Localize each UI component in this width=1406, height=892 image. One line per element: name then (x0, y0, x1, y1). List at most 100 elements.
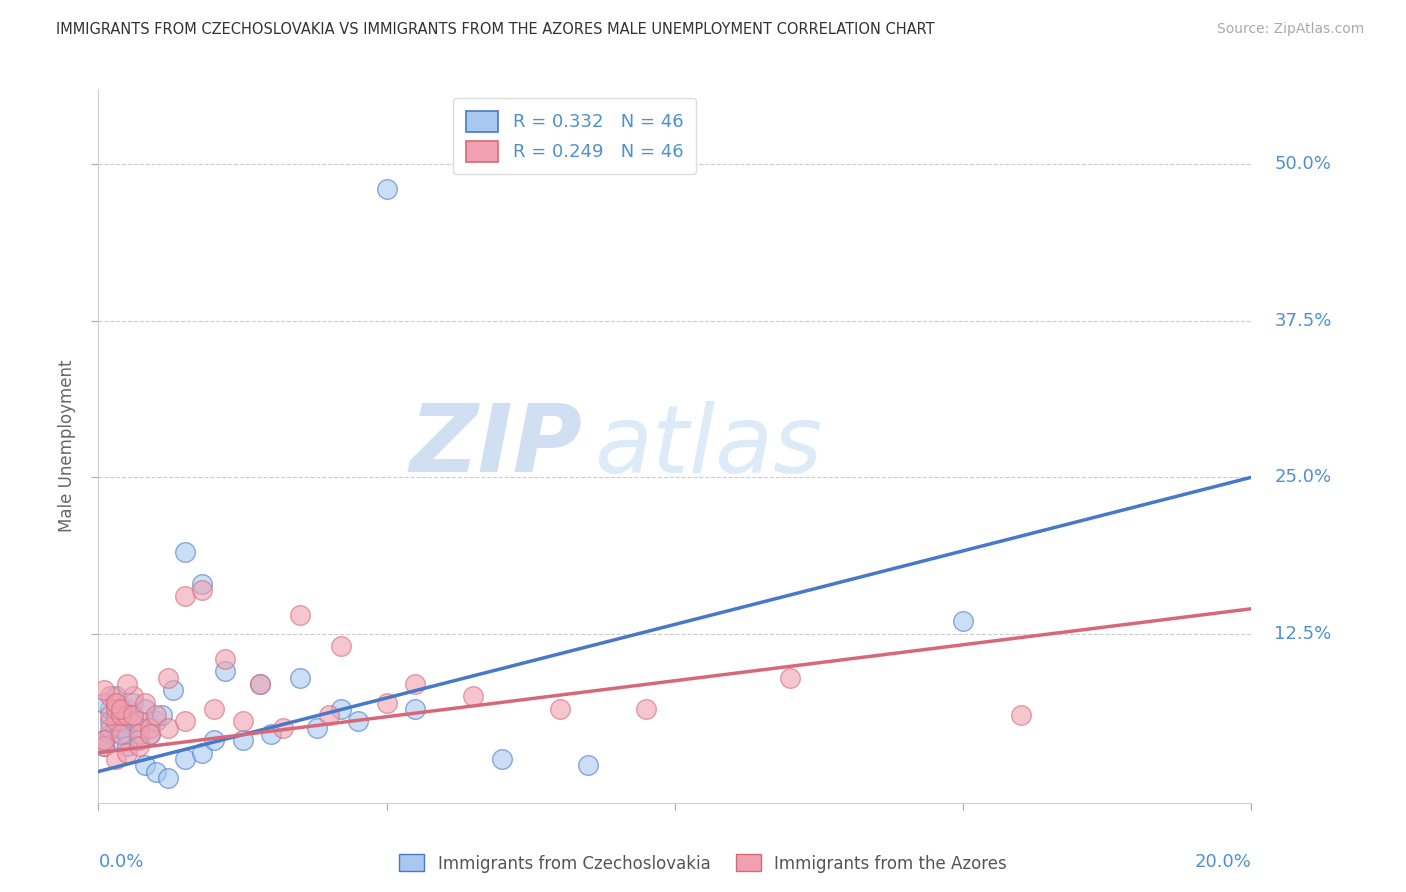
Point (93, 683, 115, 698)
Point (174, 545, 197, 559)
Point (117, 739, 138, 754)
Point (150, 708, 173, 723)
Point (405, 702, 427, 716)
Legend: Immigrants from Czechoslovakia, Immigrants from the Azores: Immigrants from Czechoslovakia, Immigran… (392, 847, 1014, 880)
Point (307, 721, 329, 735)
Point (93, 733, 115, 747)
Point (104, 721, 127, 735)
Point (104, 708, 127, 723)
Point (145, 708, 167, 723)
Point (491, 752, 513, 766)
Point (139, 721, 162, 735)
Point (110, 733, 132, 747)
Point (117, 677, 138, 691)
Point (271, 721, 294, 735)
Point (117, 702, 138, 716)
Point (346, 714, 368, 729)
Point (329, 640, 352, 654)
Text: 12.5%: 12.5% (1274, 624, 1331, 643)
Point (134, 696, 156, 710)
Point (260, 727, 283, 741)
Point (145, 714, 167, 729)
Point (214, 665, 236, 679)
Point (461, 690, 484, 704)
Text: ZIP: ZIP (409, 400, 582, 492)
Point (290, 607, 312, 622)
Legend: R = 0.332   N = 46, R = 0.249   N = 46: R = 0.332 N = 46, R = 0.249 N = 46 (453, 98, 696, 174)
Point (110, 702, 132, 716)
Text: atlas: atlas (595, 401, 823, 491)
Point (249, 677, 271, 691)
Point (202, 702, 225, 716)
Point (104, 696, 127, 710)
Point (578, 758, 600, 772)
Point (93, 739, 115, 754)
Point (174, 752, 197, 766)
Point (110, 714, 132, 729)
Text: 20.0%: 20.0% (1195, 853, 1251, 871)
Point (98, 690, 121, 704)
Point (98, 727, 121, 741)
Point (122, 708, 145, 723)
Point (952, 614, 974, 628)
Point (104, 752, 127, 766)
Point (128, 721, 150, 735)
Point (174, 589, 197, 603)
Text: 0.0%: 0.0% (98, 853, 143, 871)
Point (139, 727, 162, 741)
Point (128, 733, 150, 747)
Point (122, 696, 145, 710)
Point (104, 696, 127, 710)
Point (122, 690, 145, 704)
Point (93, 696, 115, 710)
Point (231, 733, 254, 747)
Point (156, 771, 179, 785)
Point (1010, 708, 1032, 723)
Point (98, 721, 121, 735)
Point (98, 708, 121, 723)
Point (329, 702, 352, 716)
Point (117, 708, 138, 723)
Point (191, 576, 214, 591)
Point (110, 708, 132, 723)
Text: 25.0%: 25.0% (1274, 468, 1331, 486)
Point (191, 582, 214, 597)
Point (290, 671, 312, 685)
Point (249, 677, 271, 691)
Point (174, 714, 197, 729)
Point (110, 727, 132, 741)
Point (191, 746, 214, 760)
Point (128, 739, 150, 754)
Point (134, 758, 156, 772)
Point (139, 727, 162, 741)
Point (145, 764, 167, 779)
Point (93, 739, 115, 754)
Point (93, 733, 115, 747)
Point (122, 714, 145, 729)
Point (110, 721, 132, 735)
Point (104, 708, 127, 723)
Text: IMMIGRANTS FROM CZECHOSLOVAKIA VS IMMIGRANTS FROM THE AZORES MALE UNEMPLOYMENT C: IMMIGRANTS FROM CZECHOSLOVAKIA VS IMMIGR… (56, 22, 935, 37)
Point (375, 182, 398, 196)
Point (214, 652, 236, 666)
Point (202, 733, 225, 747)
Point (117, 746, 138, 760)
Point (104, 690, 127, 704)
Point (636, 702, 658, 716)
Point (98, 714, 121, 729)
Point (231, 714, 254, 729)
Text: 37.5%: 37.5% (1274, 312, 1331, 330)
Point (98, 702, 121, 716)
Text: Source: ZipAtlas.com: Source: ZipAtlas.com (1216, 22, 1364, 37)
Point (162, 683, 184, 698)
Point (156, 671, 179, 685)
Point (117, 727, 138, 741)
Point (156, 721, 179, 735)
Text: 50.0%: 50.0% (1274, 155, 1331, 173)
Point (318, 708, 340, 723)
Point (128, 714, 150, 729)
Point (104, 702, 127, 716)
Y-axis label: Male Unemployment: Male Unemployment (58, 359, 76, 533)
Point (134, 702, 156, 716)
Point (128, 727, 150, 741)
